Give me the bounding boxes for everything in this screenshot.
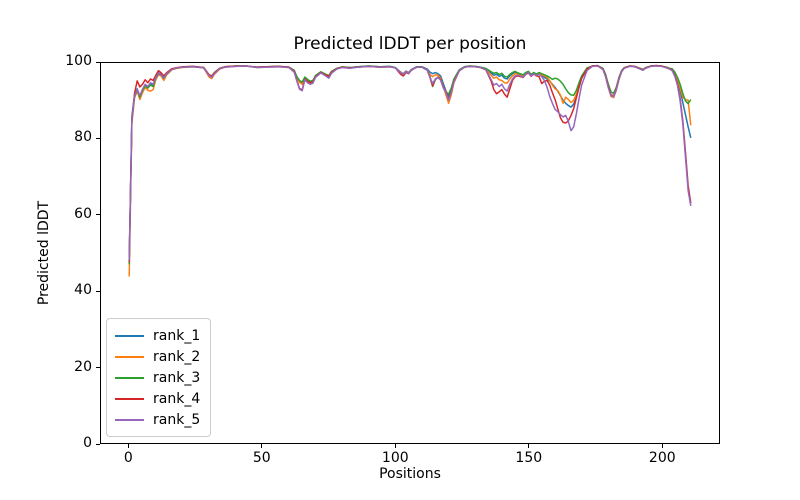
legend-label-rank_3: rank_3 (153, 369, 201, 386)
x-tick-mark (127, 444, 129, 448)
x-tick-mark (661, 444, 663, 448)
legend-line-rank_1 (115, 334, 144, 337)
y-tick-mark (96, 137, 100, 139)
legend-line-rank_2 (115, 355, 144, 358)
x-tick-label: 50 (252, 450, 271, 466)
x-tick-mark (394, 444, 396, 448)
series-lines (128, 64, 692, 277)
series-line-rank_1 (128, 64, 692, 260)
legend-item-rank_4: rank_4 (115, 388, 200, 409)
y-tick-label: 80 (74, 129, 92, 146)
y-tick-mark (96, 443, 100, 445)
legend-label-rank_1: rank_1 (153, 327, 201, 344)
legend-line-rank_5 (115, 418, 144, 421)
legend-line-rank_3 (115, 376, 144, 379)
x-tick-label: 0 (123, 450, 133, 466)
x-tick-mark (528, 444, 530, 448)
legend-label-rank_4: rank_4 (153, 390, 201, 407)
x-tick-label: 200 (648, 450, 676, 466)
legend-item-rank_2: rank_2 (115, 346, 200, 367)
legend-item-rank_5: rank_5 (115, 409, 200, 430)
plot-area: rank_1 rank_2 rank_3 rank_4 rank_5 (100, 62, 720, 444)
y-tick-label: 0 (83, 435, 92, 451)
y-tick-mark (96, 214, 100, 216)
x-axis-label: Positions (379, 466, 441, 482)
x-tick-label: 150 (515, 450, 543, 466)
series-line-rank_4 (128, 64, 692, 263)
legend: rank_1 rank_2 rank_3 rank_4 rank_5 (106, 318, 212, 437)
legend-item-rank_3: rank_3 (115, 367, 200, 388)
x-tick-mark (261, 444, 263, 448)
y-tick-label: 40 (74, 282, 92, 299)
y-tick-label: 60 (74, 205, 92, 222)
legend-label-rank_2: rank_2 (153, 348, 201, 365)
legend-label-rank_5: rank_5 (153, 411, 201, 428)
y-tick-mark (96, 61, 100, 63)
y-tick-label: 20 (74, 358, 92, 375)
series-line-rank_2 (128, 64, 692, 277)
y-tick-label: 100 (65, 53, 92, 69)
legend-item-rank_1: rank_1 (115, 325, 200, 346)
series-line-rank_3 (128, 64, 692, 265)
chart-title: Predicted lDDT per position (293, 34, 527, 54)
y-tick-mark (96, 290, 100, 292)
legend-line-rank_4 (115, 397, 144, 400)
series-line-rank_5 (128, 65, 692, 261)
y-tick-mark (96, 367, 100, 369)
x-tick-label: 100 (381, 450, 409, 466)
